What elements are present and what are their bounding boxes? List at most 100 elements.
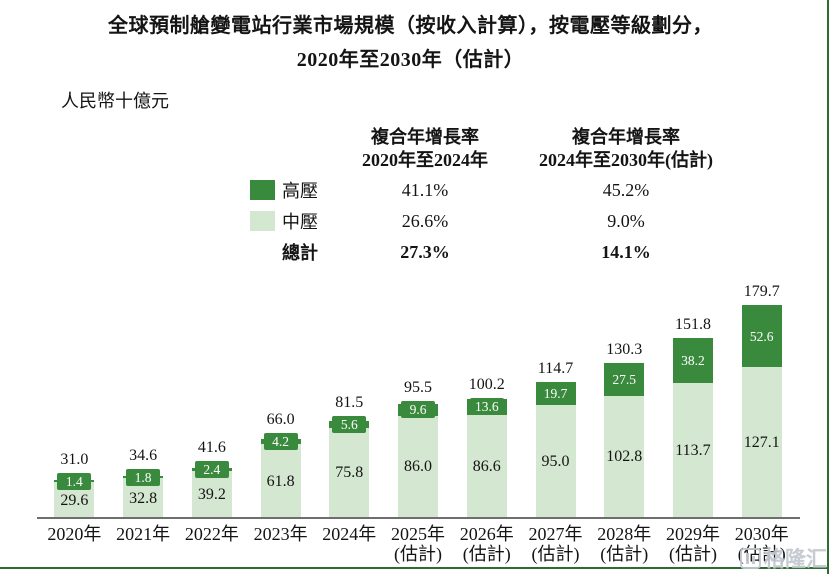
legend-swatch-spacer (250, 242, 275, 262)
x-axis-year: 2020年 (47, 524, 102, 544)
bar-value-label-medium: 86.0 (404, 458, 433, 476)
cagr-header-line: 2020年至2024年 (362, 150, 488, 170)
x-axis-label: 2024年 (306, 524, 393, 544)
legend-item-high-voltage: 高壓 (250, 177, 336, 203)
x-axis-year: 2025年 (391, 524, 446, 544)
bar-segment-medium-voltage (260, 444, 301, 517)
cagr-value: 27.3% (400, 241, 450, 262)
y-axis-unit-label: 人民幣十億元 (61, 91, 169, 111)
x-axis-year: 2023年 (253, 524, 308, 544)
x-axis-estimated-suffix: (估計) (531, 544, 580, 564)
x-axis-label: 2020年 (31, 524, 118, 544)
page-bottom-rule (0, 567, 829, 569)
x-axis-estimated-suffix: (估計) (394, 544, 443, 564)
cagr-header-2020-2024: 複合年增長率 2020年至2024年 (336, 126, 514, 172)
bar-segment-medium-voltage (604, 395, 645, 517)
bar-segment-medium-voltage (672, 382, 713, 517)
watermark-text: 格隆汇 (764, 548, 827, 571)
cagr-value: 9.0% (607, 210, 645, 231)
bar-segment-medium-voltage (741, 367, 782, 517)
legend-item-medium-voltage: 中壓 (250, 208, 336, 234)
x-axis-year: 2024年 (322, 524, 377, 544)
x-axis-year: 2027年 (528, 524, 583, 544)
x-axis-label: 2022年 (168, 524, 255, 544)
cagr-value: 14.1% (601, 241, 651, 262)
cagr-header-line: 複合年增長率 (371, 127, 479, 147)
bar-column: 19.7 95.0 114.7 2027年 (估計) (521, 274, 590, 564)
bar-value-label-medium: 75.8 (335, 464, 364, 482)
x-axis-year: 2030年 (734, 524, 789, 544)
bar-value-label-high: 5.6 (332, 415, 367, 433)
cagr-header-2024-2030: 複合年增長率 2024年至2030年(估計) (514, 126, 738, 172)
x-axis-year: 2028年 (597, 524, 652, 544)
cagr-value: 45.2% (602, 179, 650, 200)
x-axis-year: 2021年 (116, 524, 171, 544)
bar-total-label: 100.2 (468, 376, 505, 394)
gelonghui-logo-icon (740, 547, 761, 569)
x-axis-label: 2027年 (估計) (512, 524, 599, 564)
bar-column: 1.8 32.8 34.6 2021年 (109, 274, 178, 544)
x-axis-label: 2029年 (估計) (650, 524, 737, 564)
legend-label: 高壓 (282, 181, 318, 201)
bar-column: 27.5 102.8 130.3 2028年 (估計) (590, 274, 659, 564)
x-axis-label: 2021年 (100, 524, 187, 544)
bar-value-label-high: 4.2 (263, 433, 298, 451)
cagr-table: 複合年增長率 2020年至2024年 複合年增長率 2024年至2030年(估計… (250, 126, 738, 265)
plot-area: 1.4 29.6 31.0 2020年 1.8 32.8 34.6 2021年 2.4 39.2 4… (40, 274, 796, 564)
bar-total-label: 66.0 (266, 411, 295, 429)
bar-segment-medium-voltage (329, 427, 370, 517)
bar-value-label-medium: 102.8 (606, 448, 643, 466)
bar-value-label-medium: 39.2 (197, 485, 226, 503)
bar-total-label: 31.0 (60, 450, 89, 468)
legend-swatch-high-voltage (250, 180, 275, 200)
legend-label: 總計 (282, 243, 318, 263)
watermark: 格隆汇 (740, 543, 827, 573)
x-axis-estimated-suffix: (估計) (462, 544, 511, 564)
bar-column: 38.2 113.7 151.8 2029年 (估計) (659, 274, 728, 564)
bar-value-label-high: 38.2 (675, 351, 710, 369)
cagr-header-line: 2024年至2030年(估計) (539, 150, 713, 170)
bar-value-label-high: 9.6 (401, 401, 436, 419)
cagr-value: 41.1% (401, 179, 449, 200)
cagr-value: 26.6% (401, 210, 449, 231)
bar-total-label: 114.7 (537, 359, 574, 377)
bar-value-label-medium: 95.0 (541, 452, 570, 470)
stacked-bar-chart: 1.4 29.6 31.0 2020年 1.8 32.8 34.6 2021年 2.4 39.2 4… (37, 274, 800, 570)
bar-value-label-medium: 61.8 (266, 472, 295, 490)
bar-total-label: 151.8 (674, 315, 711, 333)
bar-value-label-high: 1.8 (126, 468, 161, 486)
bar-value-label-medium: 127.1 (743, 434, 780, 452)
bar-segment-medium-voltage (191, 470, 232, 517)
bar-value-label-high: 19.7 (538, 384, 573, 402)
bar-segment-medium-voltage (398, 415, 439, 517)
x-axis-estimated-suffix: (估計) (600, 544, 649, 564)
bar-column: 13.6 86.6 100.2 2026年 (估計) (452, 274, 521, 564)
bar-value-label-high: 13.6 (469, 398, 504, 416)
bar-segment-medium-voltage (535, 404, 576, 517)
bar-value-label-medium: 32.8 (129, 489, 158, 507)
bar-column: 1.4 29.6 31.0 2020年 (40, 274, 109, 544)
bar-value-label-medium: 86.6 (472, 457, 501, 475)
bar-column: 2.4 39.2 41.6 2022年 (177, 274, 246, 544)
legend-swatch-medium-voltage (250, 211, 275, 231)
bar-total-label: 95.5 (404, 379, 433, 397)
x-axis-label: 2025年 (估計) (375, 524, 462, 564)
bar-segment-medium-voltage (466, 414, 507, 517)
bar-total-label: 81.5 (335, 393, 364, 411)
x-axis-year: 2026年 (459, 524, 514, 544)
bar-column: 5.6 75.8 81.5 2024年 (315, 274, 384, 544)
bar-value-label-high: 52.6 (744, 327, 779, 345)
legend-item-total: 總計 (250, 239, 336, 265)
bar-value-label-medium: 113.7 (675, 441, 711, 459)
bar-column: 9.6 86.0 95.5 2025年 (估計) (384, 274, 453, 564)
x-axis-label: 2023年 (237, 524, 324, 544)
page-right-rule (827, 0, 829, 574)
cagr-header-line: 複合年增長率 (572, 127, 680, 147)
x-axis-estimated-suffix: (估計) (668, 544, 717, 564)
chart-title-line1: 全球預制艙變電站行業市場規模（按收入計算），按電壓等級劃分， (108, 15, 713, 37)
x-axis-year: 2029年 (665, 524, 720, 544)
bar-value-label-high: 2.4 (194, 460, 229, 478)
bar-total-label: 41.6 (197, 438, 226, 456)
bar-total-label: 130.3 (606, 341, 643, 359)
